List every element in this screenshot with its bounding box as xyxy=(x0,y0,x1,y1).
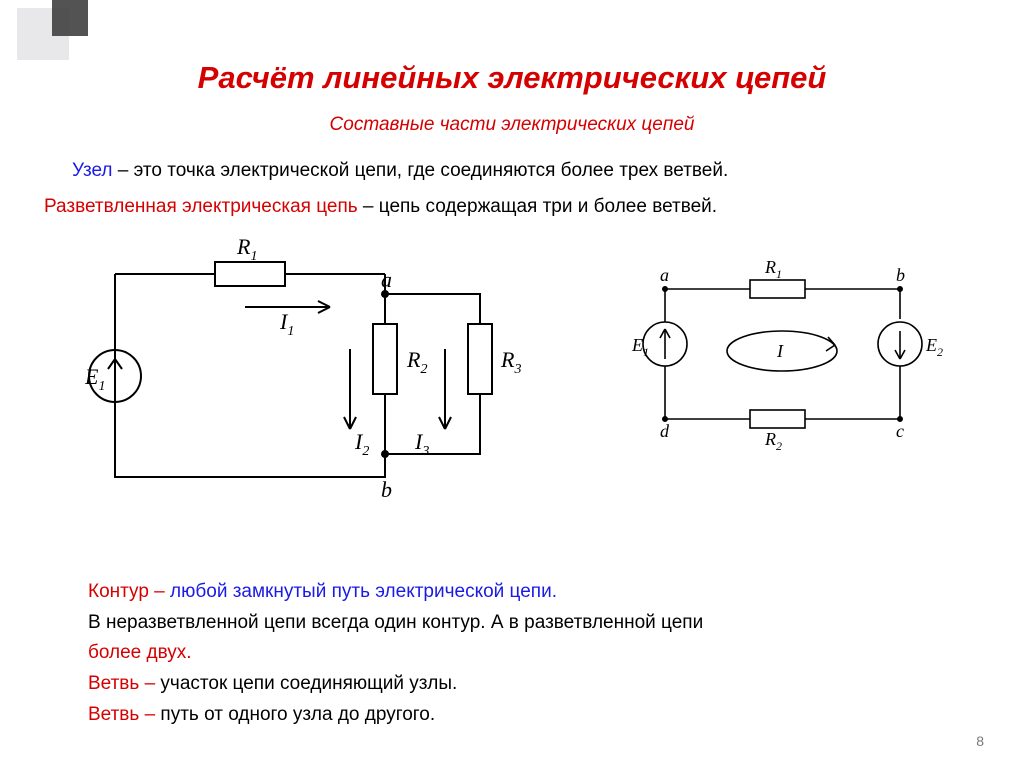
label-E2r: E2 xyxy=(925,335,943,359)
def-branch2-kw: Ветвь – xyxy=(88,704,155,725)
def-contour-2a: В неразветвленной цепи всегда один конту… xyxy=(0,611,1024,636)
label-Ir: I xyxy=(776,341,784,361)
label-R2r: R2 xyxy=(764,429,782,453)
label-node-a-left: a xyxy=(381,267,392,292)
circuit-left: E1 R1 R2 R3 I1 I2 I3 a b xyxy=(85,229,535,519)
def-contour-1: Контур – любой замкнутый путь электричес… xyxy=(0,580,1024,605)
label-node-c: c xyxy=(896,421,904,441)
def-node-keyword: Узел xyxy=(72,160,113,181)
label-R1: R1 xyxy=(236,234,257,264)
label-node-d: d xyxy=(660,421,670,441)
decor-square-dark xyxy=(52,0,88,36)
label-E1r: E1 xyxy=(631,335,649,359)
label-R3: R3 xyxy=(500,347,521,377)
def-branched-keyword: Разветвленная электрическая цепь xyxy=(44,196,358,217)
slide-content: Расчёт линейных электрических цепей Сост… xyxy=(0,60,1024,519)
def-branch2-text: путь от одного узла до другого. xyxy=(155,704,435,725)
page-title: Расчёт линейных электрических цепей xyxy=(0,60,1024,96)
label-R1r: R1 xyxy=(764,259,782,281)
label-node-a: a xyxy=(660,265,669,285)
circuit-right: a b c d E1 E2 R1 R2 I xyxy=(610,259,970,489)
label-R2: R2 xyxy=(406,347,427,377)
label-E1: E1 xyxy=(85,364,105,394)
def-contour-kw: Контур – xyxy=(88,581,165,602)
def-node: Узел – это точка электрической цепи, где… xyxy=(0,158,1024,184)
def-branched-text: – цепь содержащая три и более ветвей. xyxy=(358,196,717,217)
diagram-area: E1 R1 R2 R3 I1 I2 I3 a b xyxy=(0,229,1024,519)
def-branch1-kw: Ветвь – xyxy=(88,673,155,694)
label-node-b: b xyxy=(896,265,905,285)
def-contour-2b: более двух. xyxy=(0,641,1024,666)
def-branched: Разветвленная электрическая цепь – цепь … xyxy=(0,194,1024,220)
page-subtitle: Составные части электрических цепей xyxy=(0,114,1024,136)
bottom-definitions: Контур – любой замкнутый путь электричес… xyxy=(0,580,1024,733)
page-number: 8 xyxy=(976,733,984,749)
label-I1: I1 xyxy=(279,309,294,339)
def-branch-2: Ветвь – путь от одного узла до другого. xyxy=(0,703,1024,728)
def-contour-blue: любой замкнутый путь электрической цепи. xyxy=(165,581,557,602)
label-node-b-left: b xyxy=(381,477,392,502)
def-branch1-text: участок цепи соединяющий узлы. xyxy=(155,673,457,694)
def-branch-1: Ветвь – участок цепи соединяющий узлы. xyxy=(0,672,1024,697)
label-I2: I2 xyxy=(354,429,369,459)
def-node-text: – это точка электрической цепи, где соед… xyxy=(113,160,729,181)
